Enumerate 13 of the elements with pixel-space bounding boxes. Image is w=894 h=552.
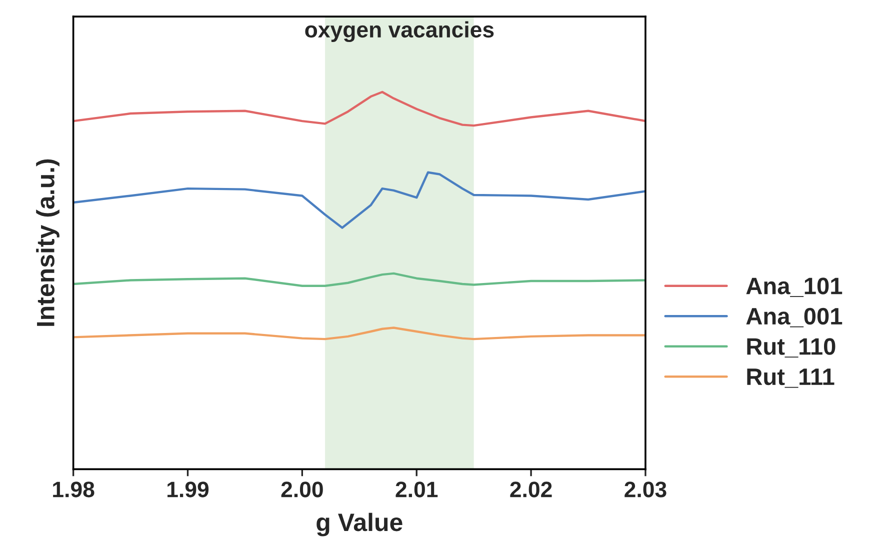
legend-label: Ana_101 [746,278,842,297]
x-tick-label: 2.00 [281,482,323,498]
x-tick-label: 2.02 [510,482,552,498]
legend-label: Rut_110 [747,338,836,358]
x-tick-label: 2.03 [624,482,666,498]
x-tick-label: 2.01 [396,482,438,498]
y-axis-title: Intensity (a.u.) [36,159,60,326]
legend-label: Rut_111 [747,368,834,388]
x-axis-title: g Value [316,512,402,536]
legend-label: Ana_001 [746,308,842,328]
band-label: oxygen vacancies [305,21,494,42]
x-tick-label: 1.99 [168,482,209,498]
x-tick-label: 1.98 [53,482,94,498]
